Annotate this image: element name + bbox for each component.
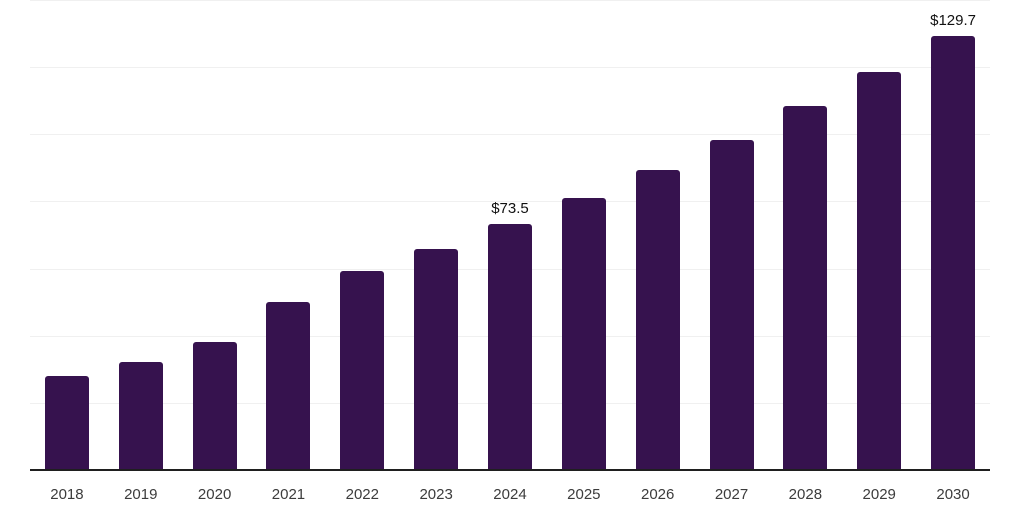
bar-slot-2018: [30, 1, 104, 471]
bars-container: $73.5 $129.7: [30, 1, 990, 471]
bar-2022: [340, 270, 385, 471]
bar-slot-2029: [842, 1, 916, 471]
bar-slot-2030: $129.7: [916, 1, 990, 471]
bar-2020: [192, 342, 237, 471]
x-tick-2025: 2025: [567, 486, 601, 503]
bar-slot-2019: [104, 1, 178, 471]
x-tick-2024: 2024: [493, 486, 527, 503]
gridline-120: [30, 67, 990, 69]
bar-2021: [266, 301, 311, 471]
bar-slot-2025: [547, 1, 621, 471]
bar-2025: [561, 198, 606, 471]
x-tick-2023: 2023: [419, 486, 453, 503]
bar-slot-2024: $73.5: [473, 1, 547, 471]
bar-slot-2022: [325, 1, 399, 471]
bar-2027: [709, 139, 754, 471]
bar-2023: [414, 248, 459, 471]
x-tick-2018: 2018: [50, 486, 84, 503]
gridline-100: [30, 134, 990, 136]
gridline-80: [30, 201, 990, 203]
bar-2026: [635, 169, 680, 471]
x-axis-line: [30, 469, 990, 471]
x-tick-2021: 2021: [271, 486, 306, 503]
x-axis-tick-labels: 2018 2019 2020 2021 2022 2023 2024 2025 2026 2027…: [30, 486, 990, 503]
bar-slot-2021: [252, 1, 326, 471]
plot-area: $73.5 $129.7: [30, 0, 990, 471]
x-tick-2028: 2028: [788, 486, 823, 503]
data-label-2030: $129.7: [930, 11, 976, 29]
bar-slot-2020: [178, 1, 252, 471]
gridline-140: [30, 0, 990, 1]
bar-slot-2028: [768, 1, 842, 471]
x-tick-2020: 2020: [197, 486, 232, 503]
data-label-2024: $73.5: [491, 200, 529, 218]
bar-slot-2026: [621, 1, 695, 471]
x-tick-2029: 2029: [862, 486, 896, 503]
x-tick-2030: 2030: [936, 486, 970, 503]
x-tick-2019: 2019: [124, 486, 158, 503]
x-tick-2022: 2022: [345, 486, 379, 503]
bar-2024: [487, 224, 532, 471]
x-tick-2026: 2026: [640, 486, 675, 503]
bar-slot-2023: [399, 1, 473, 471]
bar-2030: [931, 35, 976, 471]
bar-2019: [118, 361, 163, 471]
bar-2028: [783, 106, 828, 471]
bar-slot-2027: [695, 1, 769, 471]
x-tick-2027: 2027: [714, 486, 749, 503]
bar-2018: [44, 376, 89, 471]
bar-2029: [857, 71, 902, 471]
